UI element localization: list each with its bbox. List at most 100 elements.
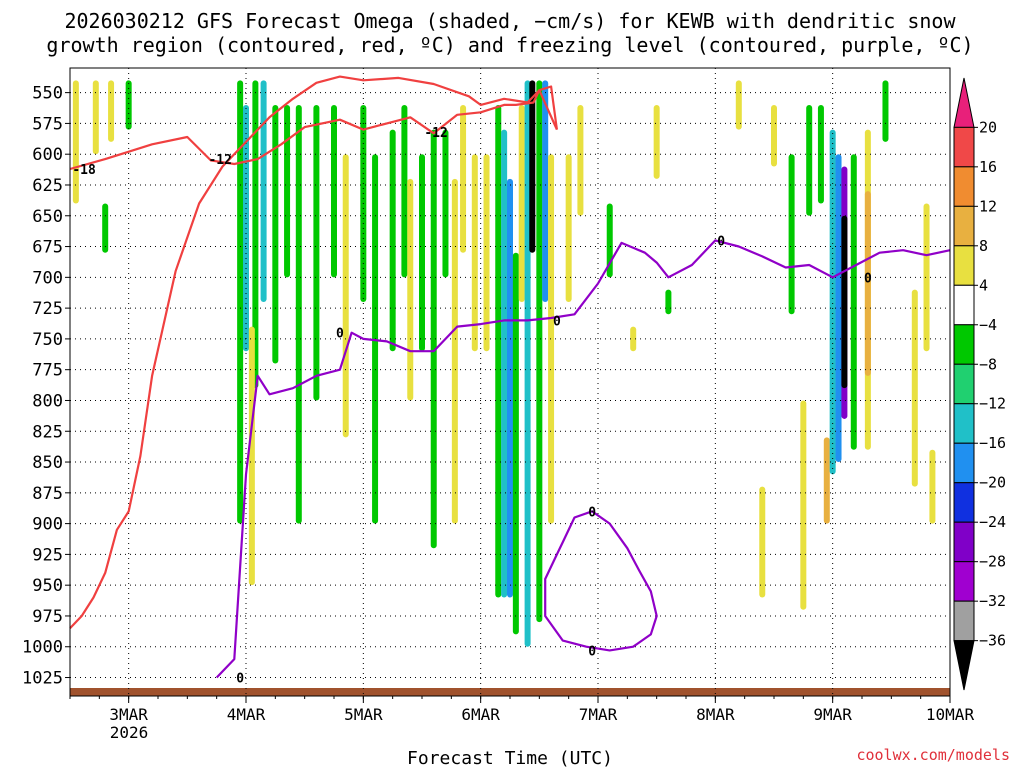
- colorbar-segment: [953, 205, 975, 247]
- y-tick-label: 925: [32, 545, 63, 565]
- omega-cell: [850, 154, 857, 450]
- y-tick-label: 625: [32, 176, 63, 196]
- omega-cell: [419, 154, 425, 352]
- y-tick-label: 900: [32, 515, 63, 535]
- omega-cell: [577, 104, 584, 216]
- x-tick-label: 4MAR: [227, 705, 266, 724]
- omega-cell: [524, 80, 531, 647]
- colorbar-label: 12: [979, 197, 997, 215]
- contour-label-freezing: 0: [588, 644, 596, 659]
- omega-cell: [548, 154, 555, 524]
- omega-cell: [495, 104, 502, 598]
- omega-cell: [829, 129, 836, 475]
- y-tick-label: 550: [32, 84, 63, 104]
- colorbar-segment: [953, 561, 975, 602]
- chart-title-line2: growth region (contoured, red, ºC) and f…: [46, 33, 973, 57]
- omega-cell: [923, 203, 930, 352]
- omega-cell: [823, 437, 830, 524]
- y-tick-label: 850: [32, 453, 63, 473]
- omega-cell: [102, 203, 109, 253]
- omega-cell: [108, 80, 115, 142]
- contour-label-freezing: 0: [717, 234, 725, 249]
- omega-cell: [471, 154, 478, 352]
- y-tick-label: 575: [32, 114, 63, 134]
- contour-label-freezing: 0: [236, 672, 244, 687]
- omega-cell: [284, 104, 291, 278]
- x-axis-title: Forecast Time (UTC): [407, 748, 613, 768]
- omega-cell: [272, 104, 279, 364]
- x-tick-label: 8MAR: [696, 705, 735, 724]
- colorbar-segment: [953, 403, 975, 444]
- y-tick-label: 700: [32, 268, 63, 288]
- colorbar-segment: [953, 521, 975, 563]
- colorbar-label: −16: [979, 434, 1006, 452]
- x-tick-label: 7MAR: [579, 705, 618, 724]
- omega-cell: [442, 129, 449, 278]
- y-tick-label: 1025: [22, 669, 63, 689]
- x-tick-label: 10MAR: [926, 705, 975, 724]
- y-tick-label: 775: [32, 361, 63, 381]
- omega-cell: [759, 486, 766, 598]
- omega-cell: [771, 104, 777, 167]
- omega-cell: [665, 289, 672, 315]
- omega-cell: [536, 80, 543, 623]
- omega-cell: [841, 215, 848, 389]
- omega-cell: [295, 104, 302, 524]
- omega-cell: [542, 80, 549, 302]
- x-tick-label: 6MAR: [461, 705, 500, 724]
- colorbar-label: −4: [979, 316, 997, 334]
- colorbar-segment: [953, 77, 975, 128]
- contour-label-dgz-warm: -12: [208, 153, 231, 168]
- y-tick-label: 875: [32, 484, 63, 504]
- omega-cell: [911, 289, 918, 487]
- y-tick-label: 950: [32, 576, 63, 596]
- omega-cell: [929, 449, 936, 524]
- omega-cell: [331, 104, 337, 278]
- omega-cell: [260, 80, 267, 302]
- contour-label-freezing: 0: [553, 314, 561, 329]
- omega-cell: [864, 191, 871, 376]
- dgz-upper-contour: [69, 85, 558, 171]
- contour-label-freezing: 0: [336, 327, 344, 342]
- omega-cell: [529, 80, 536, 253]
- colorbar-label: −20: [979, 474, 1006, 492]
- omega-cell: [460, 104, 467, 253]
- freezing-level-closed-contour: [544, 510, 658, 652]
- terrain-ground: [70, 688, 950, 696]
- omega-cell: [565, 154, 572, 302]
- omega-cell: [451, 178, 458, 524]
- omega-cell: [237, 80, 244, 524]
- colorbar-label: −12: [979, 395, 1006, 413]
- site-credit: coolwx.com/models: [856, 746, 1010, 764]
- colorbar-segment: [953, 166, 975, 207]
- y-tick-label: 1000: [22, 638, 63, 658]
- omega-cell: [882, 80, 889, 142]
- y-tick-label: 825: [32, 422, 63, 442]
- colorbar-label: 8: [979, 237, 988, 255]
- x-tick-label: 3MAR: [109, 705, 148, 724]
- y-axis: 550 575 600 625 650 675 700 725 750 775 800 825 850 8…: [22, 84, 70, 689]
- contour-label-dgz-warm: -12: [424, 126, 447, 141]
- omega-cell: [806, 104, 813, 216]
- freezing-level-contour: [215, 239, 951, 679]
- plot-area: -18 -12 -12 0 0 0 0 0 0 0: [69, 67, 951, 697]
- x-tick-label: 5MAR: [344, 705, 383, 724]
- y-tick-label: 650: [32, 207, 63, 227]
- omega-cell: [92, 80, 99, 155]
- omega-cell: [483, 154, 490, 352]
- colorbar-label: −8: [979, 355, 997, 373]
- colorbar-segment: [953, 245, 975, 286]
- colorbar-label: −36: [979, 632, 1006, 650]
- omega-cell: [342, 154, 349, 438]
- colorbar-segment: [953, 600, 975, 642]
- y-tick-label: 750: [32, 330, 63, 350]
- omega-cell: [507, 178, 513, 598]
- contour-label-freezing: 0: [588, 505, 596, 520]
- omega-cell: [735, 80, 742, 130]
- chart-title-line1: 2026030212 GFS Forecast Omega (shaded, −…: [64, 9, 956, 33]
- omega-cell: [125, 80, 132, 130]
- colorbar-label: 4: [979, 276, 988, 294]
- omega-cell: [72, 80, 79, 204]
- colorbar-segment: [953, 324, 975, 365]
